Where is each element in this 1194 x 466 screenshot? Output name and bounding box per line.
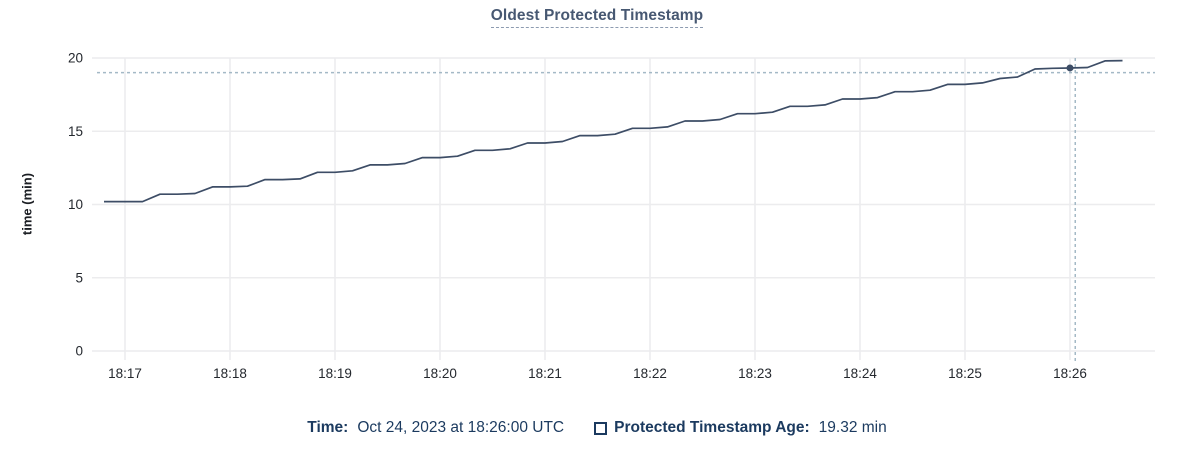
y-tick-label: 10 xyxy=(68,197,83,212)
x-tick-label: 18:20 xyxy=(423,366,457,381)
chart-plot-area[interactable]: 0 5 10 15 20 18:17 18:18 18:19 18:20 18:21 18:22 18… xyxy=(0,0,1194,400)
legend-time-label: Time: xyxy=(307,419,349,436)
y-tick-label: 0 xyxy=(75,344,83,359)
y-tick-label: 5 xyxy=(75,270,83,285)
series-line xyxy=(104,59,1123,203)
x-tick-label: 18:18 xyxy=(213,366,247,381)
y-tick-label: 20 xyxy=(68,51,83,66)
legend-series-label: Protected Timestamp Age: xyxy=(614,419,810,436)
x-tick-label: 18:22 xyxy=(633,366,667,381)
y-tick-label: 15 xyxy=(68,124,83,139)
legend-series-value: 19.32 min xyxy=(818,419,887,436)
x-tick-label: 18:25 xyxy=(948,366,982,381)
legend-time-value: Oct 24, 2023 at 18:26:00 UTC xyxy=(357,419,565,436)
chart-title-row: Oldest Protected Timestamp xyxy=(0,7,1194,28)
hover-point xyxy=(1066,64,1074,72)
legend-time-item: Time: Oct 24, 2023 at 18:26:00 UTC xyxy=(307,419,564,437)
chart-title[interactable]: Oldest Protected Timestamp xyxy=(490,7,704,28)
x-tick-label: 18:24 xyxy=(843,366,877,381)
x-tick-label: 18:26 xyxy=(1053,366,1087,381)
x-tick-label: 18:21 xyxy=(528,366,562,381)
series-checkbox[interactable] xyxy=(594,421,608,435)
x-tick-label: 18:19 xyxy=(318,366,352,381)
chart-legend: Time: Oct 24, 2023 at 18:26:00 UTC Prote… xyxy=(0,419,1194,437)
legend-series-item: Protected Timestamp Age: 19.32 min xyxy=(594,419,887,437)
x-tick-label: 18:23 xyxy=(738,366,772,381)
x-tick-label: 18:17 xyxy=(108,366,142,381)
